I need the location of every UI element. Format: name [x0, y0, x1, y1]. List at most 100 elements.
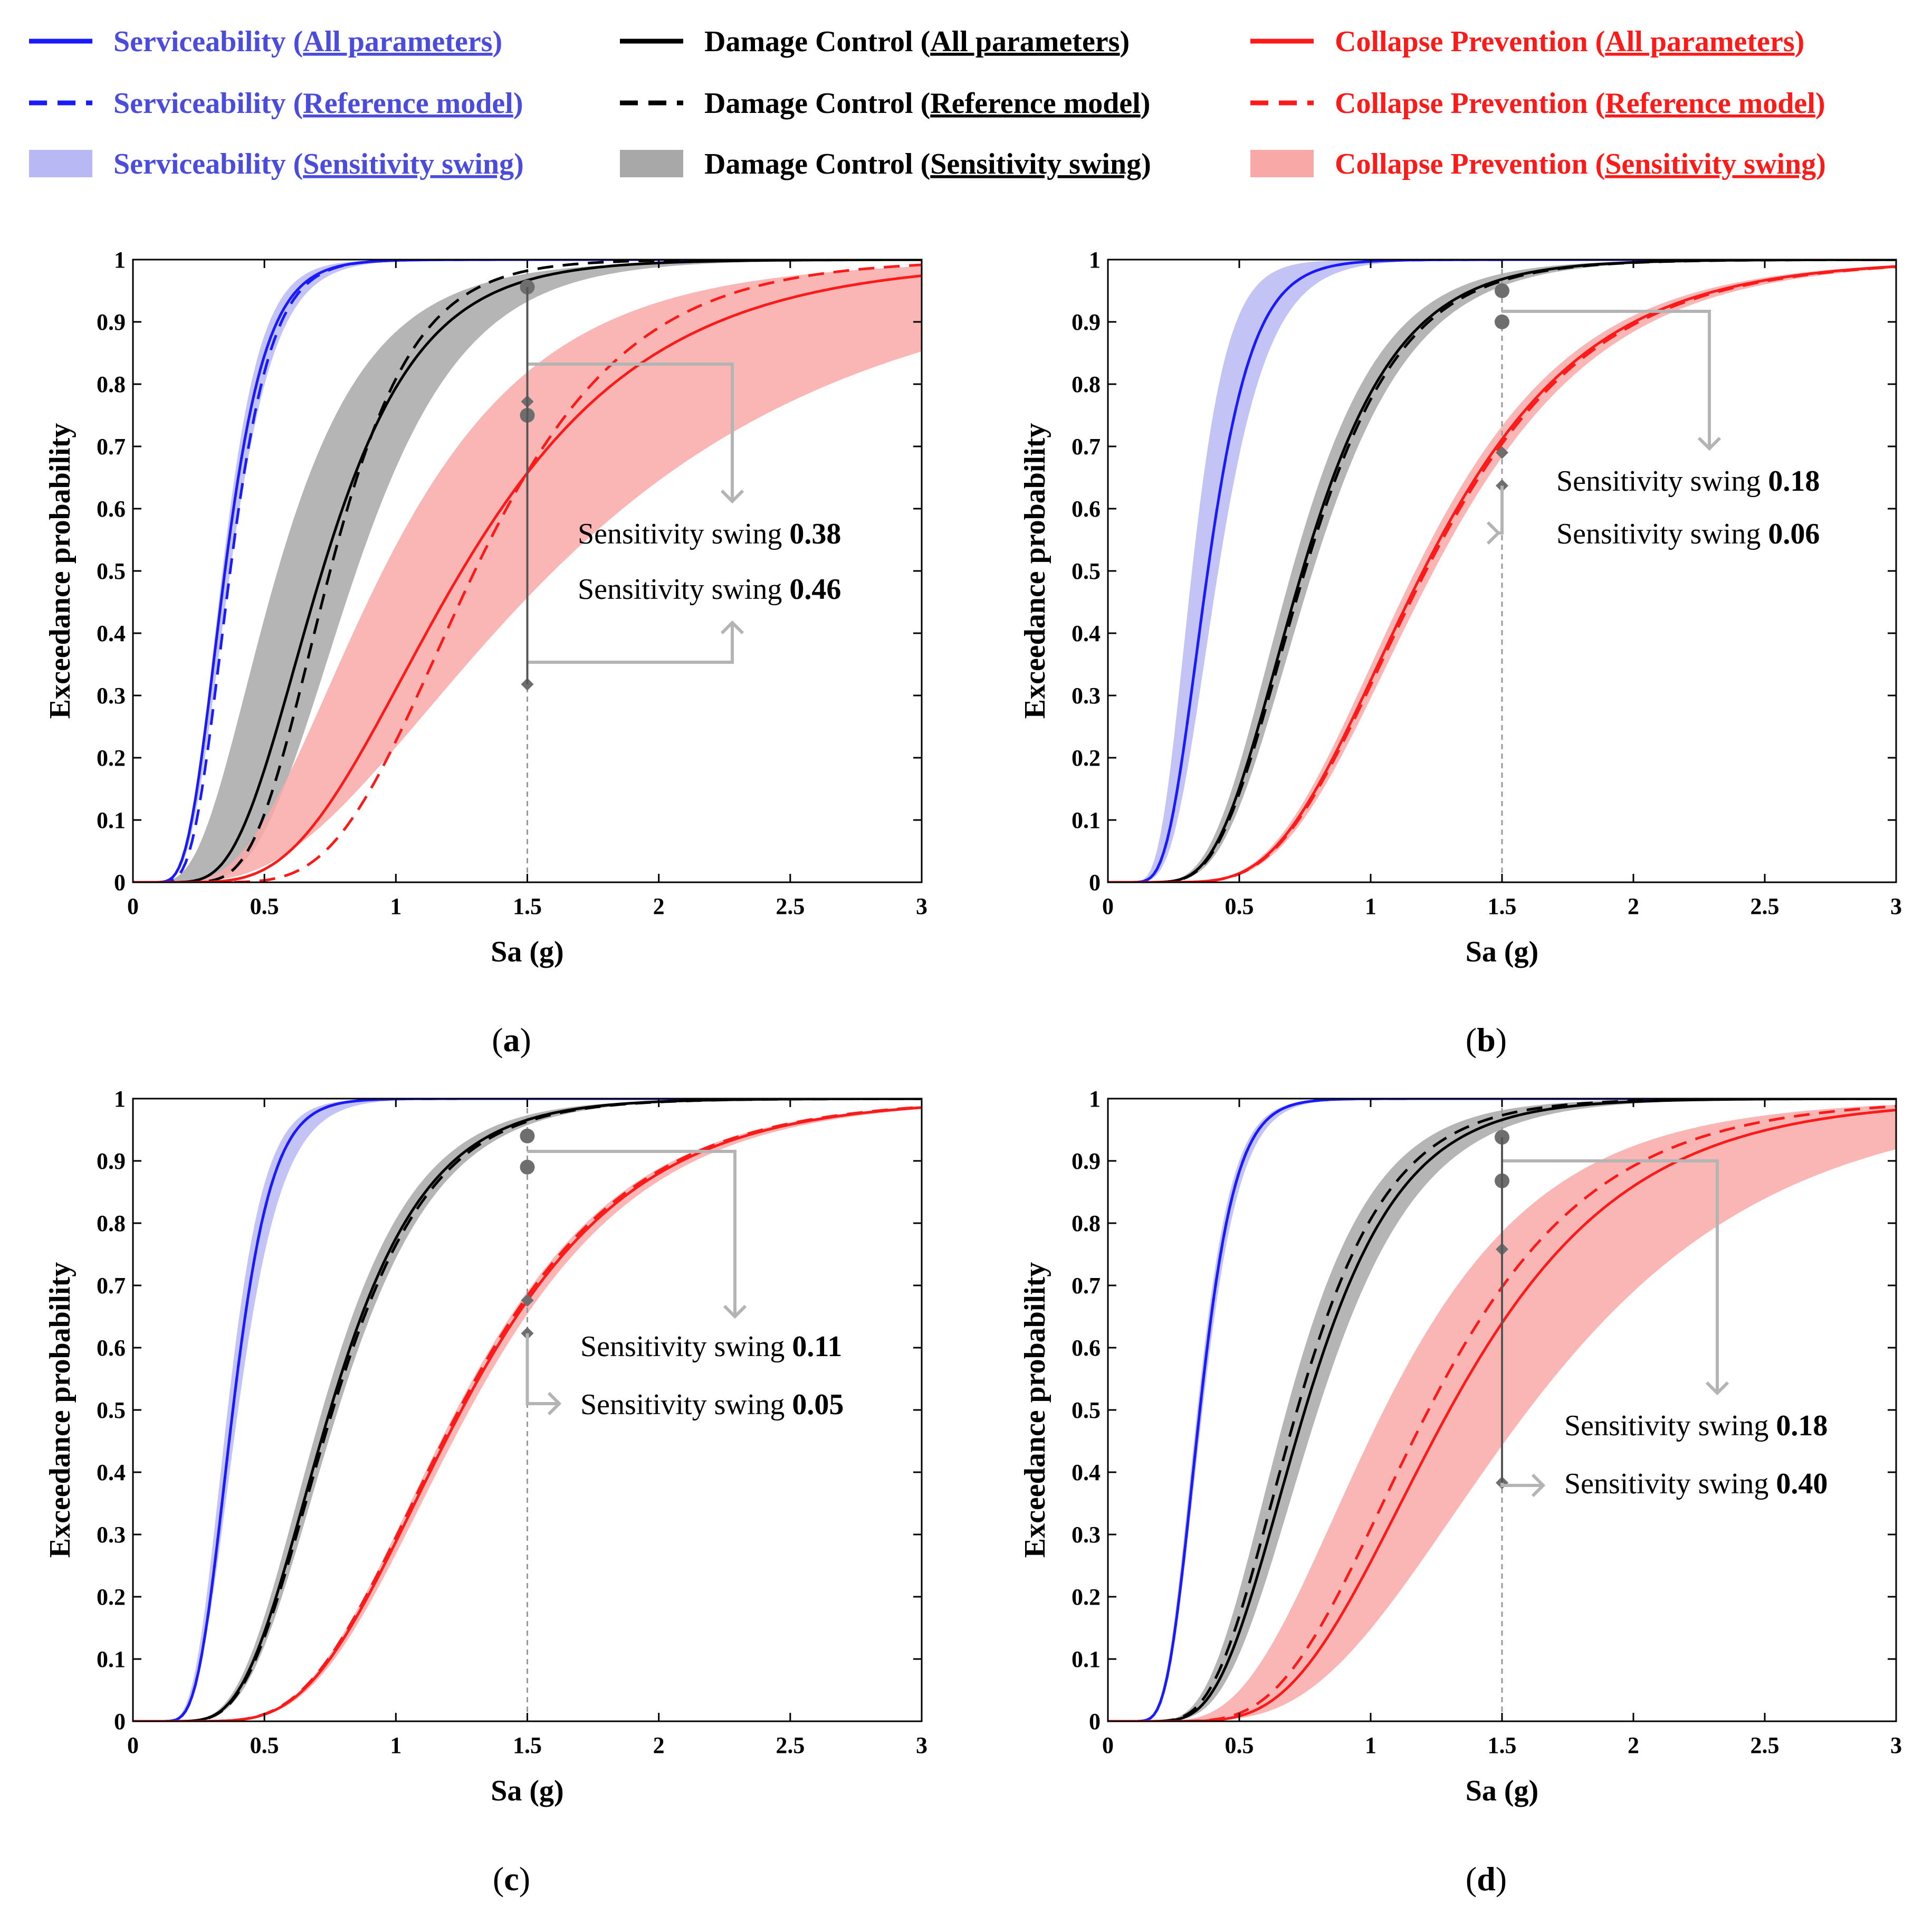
panel-c-marker-2 — [520, 1159, 535, 1175]
panel-c-x-tick-label: 1 — [390, 1732, 401, 1758]
panel-b-marker-2 — [1495, 314, 1509, 329]
panel-b-x-tick-label: 1.5 — [1488, 893, 1517, 919]
panel-a-x-tick-label: 1.5 — [513, 893, 542, 919]
annotation-label: Sensitivity swing — [1556, 518, 1768, 550]
panel-a-x-tick-label: 2.5 — [776, 893, 805, 919]
panel-a-callout-arrow-1 — [720, 489, 744, 504]
panel-c-y-tick-label: 0.6 — [97, 1335, 126, 1361]
panel-b-marker-1 — [1495, 283, 1509, 298]
legend-label-serviceability-sensitivity-swing: Serviceability (Sensitivity swing) — [113, 148, 524, 180]
panel-d-callout-arrow-1 — [1705, 1381, 1729, 1396]
panel-d-annotation-1: Sensitivity swing 0.18 — [1564, 1409, 1828, 1442]
legend-name: Serviceability ( — [113, 25, 303, 58]
panel-b-serviceability-all-parameters-curve — [1108, 260, 1896, 882]
legend-close: ) — [513, 87, 523, 120]
panel-c-annotation-1: Sensitivity swing 0.11 — [580, 1330, 842, 1363]
legend-variant: Reference model — [1605, 87, 1815, 120]
panel-d-y-tick-label: 0.9 — [1072, 1148, 1101, 1174]
panel-a-serviceability-reference-curve — [133, 260, 922, 882]
panel-c-callout-arrow-2 — [547, 1391, 562, 1416]
panel-b-plot-area — [1108, 260, 1896, 882]
panel-d-y-tick-label: 1 — [1089, 1086, 1101, 1112]
legend-item-collapse-prevention-all-parameters: Collapse Prevention (All parameters) — [1250, 25, 1804, 58]
legend-name: Damage Control ( — [704, 25, 930, 58]
panel-b-y-tick-label: 0.8 — [1072, 371, 1101, 397]
panel-b-axes-frame — [1107, 259, 1897, 883]
panel-c-y-tick-label: 0.7 — [97, 1273, 126, 1299]
panel-d-label: (d) — [1466, 1860, 1507, 1898]
panel-a-x-tick-label: 2 — [653, 893, 665, 919]
panel-b-annotation-1: Sensitivity swing 0.18 — [1556, 465, 1820, 498]
annotation-label: Sensitivity swing — [578, 518, 789, 550]
panel-b-serviceability-sensitivity-band — [1108, 260, 1896, 882]
panel-b-marker-3 — [1496, 446, 1508, 459]
panel-a-y-tick-label: 0.7 — [97, 434, 126, 460]
panel-b-y-tick-label: 0.6 — [1072, 496, 1101, 522]
panel-d-y-tick-label: 0.7 — [1072, 1273, 1101, 1299]
panel-d-x-tick-label: 0 — [1102, 1732, 1114, 1758]
legend-name: Damage Control ( — [704, 87, 930, 120]
panel-c-x-tick-label: 1.5 — [513, 1732, 542, 1758]
legend: Serviceability (All parameters) Damage Co… — [29, 25, 1826, 180]
panel-d-y-tick-label: 0.8 — [1072, 1210, 1101, 1236]
panel-b-y-tick-label: 0.2 — [1072, 745, 1101, 771]
legend-variant: All parameters — [303, 25, 492, 58]
panel-b-collapse-prevention-all-parameters-curve — [1108, 265, 1896, 882]
panel-a-damage-control-sensitivity-band — [133, 260, 922, 882]
panel-d-x-tick-label: 0.5 — [1225, 1732, 1254, 1758]
legend-close: ) — [514, 148, 524, 180]
legend-close: ) — [1141, 148, 1151, 180]
panel-a-callout-arrow-2 — [720, 620, 744, 635]
panel-c-y-tick-label: 1 — [114, 1086, 126, 1112]
annotation-value: 0.38 — [789, 518, 841, 550]
panel-c-x-tick-label: 0 — [127, 1732, 139, 1758]
annotation-value: 0.18 — [1768, 465, 1820, 498]
panel-a-x-tick-label: 0.5 — [250, 893, 279, 919]
panel-a-y-tick-label: 0.5 — [97, 558, 126, 584]
panel-b-x-tick-label: 1 — [1365, 893, 1376, 919]
paren-close: ) — [1496, 1021, 1507, 1059]
legend-swatch-damage-control-sensitivity-swing — [620, 150, 683, 177]
panel-d-serviceability-all-parameters-curve — [1108, 1099, 1896, 1721]
legend-name: Collapse Prevention ( — [1335, 25, 1605, 58]
panel-a-callout-line-1 — [527, 363, 734, 501]
panel-d-y-tick-label: 0.4 — [1072, 1460, 1101, 1485]
legend-item-damage-control-all-parameters: Damage Control (All parameters) — [620, 25, 1130, 58]
panel-b-annotation-2: Sensitivity swing 0.06 — [1556, 518, 1820, 550]
panel-b-x-tick-label: 0.5 — [1225, 893, 1254, 919]
legend-label-damage-control-all-parameters: Damage Control (All parameters) — [704, 25, 1130, 58]
annotation-value: 0.05 — [792, 1388, 844, 1421]
panel-c-y-tick-label: 0.3 — [97, 1522, 126, 1548]
panel-a-annotation-2: Sensitivity swing 0.46 — [578, 573, 841, 606]
panel-d-callout-line-2 — [1500, 1483, 1543, 1487]
panel-c-x-tick-label: 2 — [653, 1732, 665, 1758]
legend-variant: All parameters — [1605, 25, 1794, 58]
legend-name: Collapse Prevention ( — [1335, 87, 1605, 120]
panel-a-y-tick-label: 0.8 — [97, 371, 126, 397]
legend-variant: Reference model — [303, 87, 513, 120]
annotation-label: Sensitivity swing — [578, 573, 789, 606]
paren-close: ) — [519, 1860, 530, 1898]
panel-a-y-axis-label: Exceedance probability — [44, 423, 76, 719]
legend-close: ) — [1120, 25, 1130, 58]
panel-d-x-tick-label: 1.5 — [1488, 1732, 1517, 1758]
legend-variant: Reference model — [930, 87, 1141, 120]
panel-d-x-axis-label: Sa (g) — [1466, 1775, 1538, 1807]
panel-a-serviceability-all-parameters-curve — [133, 260, 922, 882]
panel-c-y-tick-label: 0.1 — [97, 1646, 126, 1672]
panel-b-y-tick-label: 0.7 — [1072, 434, 1101, 460]
annotation-label: Sensitivity swing — [580, 1388, 792, 1421]
panel-d-y-tick-label: 0.6 — [1072, 1335, 1101, 1361]
paren-close: ) — [1496, 1860, 1507, 1898]
panel-a-annotation-1: Sensitivity swing 0.38 — [578, 518, 841, 550]
legend-close: ) — [1794, 25, 1804, 58]
panel-d-y-tick-label: 0.2 — [1072, 1584, 1101, 1610]
panel-a-y-tick-label: 0.2 — [97, 745, 126, 771]
legend-swatch-serviceability-sensitivity-swing — [29, 150, 92, 177]
panel-b-serviceability-reference-curve — [1108, 260, 1896, 882]
annotation-value: 0.11 — [792, 1330, 842, 1363]
panel-d-y-tick-label: 0.3 — [1072, 1522, 1101, 1548]
